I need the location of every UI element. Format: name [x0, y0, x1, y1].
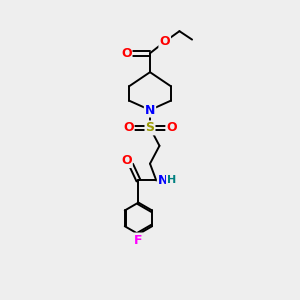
- Text: N: N: [158, 174, 168, 187]
- Text: F: F: [134, 233, 143, 247]
- Text: H: H: [167, 176, 176, 185]
- Text: O: O: [167, 122, 177, 134]
- Text: O: O: [159, 35, 170, 48]
- Text: O: O: [121, 47, 131, 60]
- Text: S: S: [146, 122, 154, 134]
- Text: O: O: [123, 122, 134, 134]
- Text: O: O: [121, 154, 132, 167]
- Text: N: N: [145, 103, 155, 116]
